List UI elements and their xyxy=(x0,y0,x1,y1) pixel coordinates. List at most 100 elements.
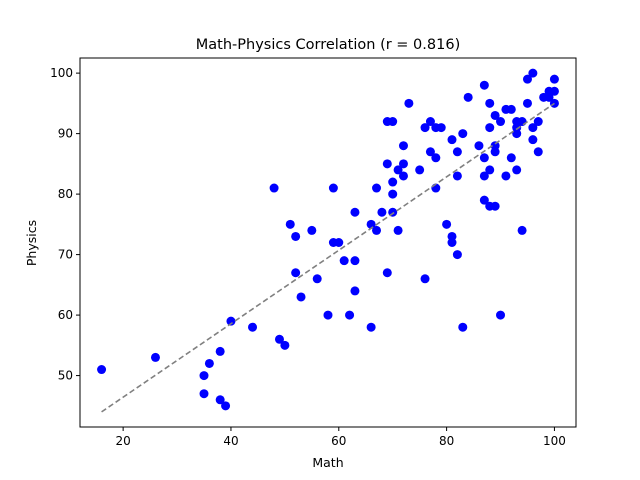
x-tick-label: 60 xyxy=(331,434,346,448)
data-point xyxy=(248,322,258,332)
axes-frame xyxy=(79,57,577,428)
data-point xyxy=(97,365,107,375)
chart-title: Math-Physics Correlation (r = 0.816) xyxy=(196,37,460,53)
data-point xyxy=(528,123,538,133)
data-point xyxy=(485,98,495,108)
data-point xyxy=(544,92,554,102)
data-point xyxy=(199,371,209,381)
data-point xyxy=(447,238,457,247)
data-point xyxy=(350,256,360,266)
data-point xyxy=(479,171,489,181)
y-tick-label: 100 xyxy=(50,66,73,80)
data-point xyxy=(533,117,543,127)
data-point xyxy=(452,171,462,181)
data-point xyxy=(447,135,457,145)
data-point xyxy=(522,74,532,84)
data-point xyxy=(420,123,430,133)
data-point xyxy=(425,117,435,127)
data-point xyxy=(496,310,506,320)
data-point xyxy=(533,147,543,157)
data-point xyxy=(280,340,290,350)
y-axis-label: Physics xyxy=(24,220,39,266)
data-point xyxy=(501,171,511,181)
data-point xyxy=(404,98,414,108)
x-tick-label: 40 xyxy=(223,434,238,448)
data-point xyxy=(436,123,446,133)
data-point xyxy=(506,153,516,163)
data-point xyxy=(312,274,322,284)
data-point xyxy=(350,207,360,217)
data-point xyxy=(528,68,538,78)
data-point xyxy=(372,183,382,193)
data-point xyxy=(398,171,408,181)
data-point xyxy=(388,117,398,127)
x-tick-label: 80 xyxy=(439,434,454,448)
y-tick-label: 70 xyxy=(58,248,73,262)
data-point xyxy=(221,401,231,411)
data-point xyxy=(377,207,387,217)
data-point xyxy=(328,183,338,193)
y-tick-label: 80 xyxy=(58,187,73,201)
data-point xyxy=(479,80,489,90)
data-point xyxy=(549,86,559,96)
plot-area xyxy=(97,68,559,413)
data-point xyxy=(150,352,160,362)
y-tick-label: 50 xyxy=(58,369,73,383)
x-tick-label: 20 xyxy=(115,434,130,448)
data-point xyxy=(274,334,284,344)
data-point xyxy=(485,165,495,175)
data-point xyxy=(485,123,495,133)
data-point xyxy=(420,274,430,284)
data-point xyxy=(522,98,532,108)
data-point xyxy=(393,165,403,175)
data-point xyxy=(366,219,376,229)
data-point xyxy=(350,286,360,296)
data-point xyxy=(398,159,408,169)
data-point xyxy=(296,292,306,302)
data-point xyxy=(512,129,522,139)
y-axis: 50 60 70 80 90 100 xyxy=(50,66,80,383)
x-axis-label: Math xyxy=(312,455,343,470)
data-point xyxy=(291,268,301,278)
data-point xyxy=(474,141,484,151)
y-tick-label: 90 xyxy=(58,127,73,141)
data-point xyxy=(431,153,441,163)
data-point xyxy=(490,147,500,157)
data-point xyxy=(452,250,462,260)
data-point xyxy=(512,165,522,175)
data-point xyxy=(452,147,462,157)
data-point xyxy=(215,395,225,405)
data-point xyxy=(334,238,344,247)
data-point xyxy=(393,225,403,235)
data-point xyxy=(463,92,473,102)
data-point xyxy=(388,177,398,187)
data-point xyxy=(490,110,500,120)
data-point xyxy=(215,346,225,356)
data-point xyxy=(285,219,295,229)
data-point xyxy=(339,256,349,266)
data-point xyxy=(415,165,425,175)
data-point xyxy=(269,183,279,193)
data-point xyxy=(291,231,301,241)
data-point xyxy=(345,310,355,320)
data-point xyxy=(479,195,489,205)
data-point xyxy=(366,322,376,332)
data-point xyxy=(425,147,435,157)
data-point xyxy=(458,322,468,332)
data-point xyxy=(528,135,538,145)
data-point xyxy=(382,159,392,169)
data-point xyxy=(506,104,516,114)
data-point xyxy=(199,389,209,399)
x-axis: 20 40 60 80 100 xyxy=(115,427,566,448)
data-point xyxy=(549,74,559,84)
data-point xyxy=(323,310,333,320)
data-point xyxy=(204,358,214,368)
data-point xyxy=(479,153,489,163)
trend-line xyxy=(101,102,555,413)
data-point xyxy=(398,141,408,151)
data-point xyxy=(442,219,452,229)
data-point xyxy=(382,268,392,278)
data-point xyxy=(226,316,236,326)
